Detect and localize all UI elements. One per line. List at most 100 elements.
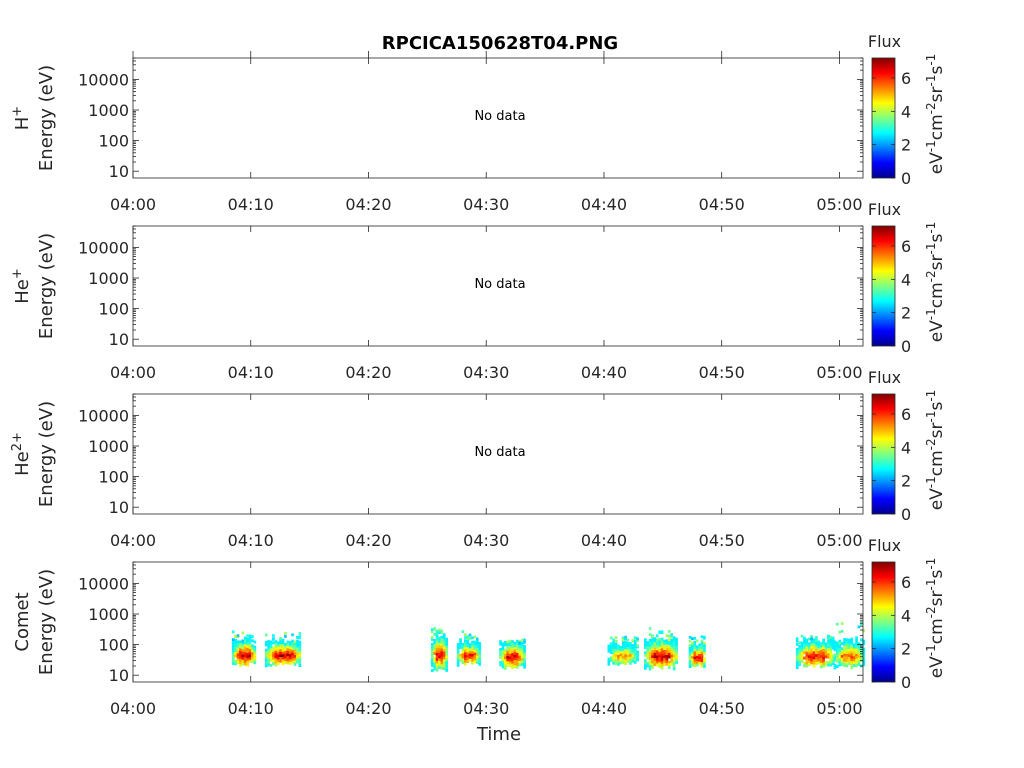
heatmap-cell xyxy=(246,653,249,656)
heatmap-cell xyxy=(279,646,282,650)
heatmap-cell xyxy=(279,654,282,658)
heatmap-cell xyxy=(612,638,615,642)
heatmap-cell xyxy=(231,649,235,652)
heatmap-cell xyxy=(293,649,297,653)
heatmap-cell xyxy=(508,651,512,655)
heatmap-cell xyxy=(633,645,637,649)
heatmap-cell xyxy=(698,661,701,665)
heatmap-cell xyxy=(822,643,825,647)
heatmap-cell xyxy=(511,655,514,659)
heatmap-cell xyxy=(658,641,662,645)
heatmap-cell xyxy=(798,660,801,664)
heatmap-cell xyxy=(617,649,620,653)
heatmap-cell xyxy=(703,657,706,661)
heatmap-cell xyxy=(660,661,664,665)
heatmap-cell xyxy=(243,662,247,666)
heatmap-cell xyxy=(440,666,444,670)
heatmap-cell xyxy=(478,657,482,661)
heatmap-cell xyxy=(456,656,460,659)
heatmap-cell xyxy=(253,648,257,652)
heatmap-cell xyxy=(513,649,517,653)
heatmap-cell xyxy=(812,651,816,655)
heatmap-cell xyxy=(438,658,441,662)
colorbar-tick-label: 4 xyxy=(901,606,911,625)
heatmap-cell xyxy=(651,647,654,651)
heatmap-cell xyxy=(836,657,839,661)
x-tick-label: 04:40 xyxy=(581,363,627,382)
heatmap-cell xyxy=(272,634,275,637)
heatmap-cell xyxy=(800,641,804,645)
heatmap-cell xyxy=(445,645,448,649)
heatmap-cell xyxy=(810,653,813,657)
heatmap-cell xyxy=(241,641,245,645)
heatmap-cell xyxy=(520,660,524,664)
heatmap-cell xyxy=(658,665,662,668)
heatmap-cell xyxy=(648,641,652,645)
heatmap-cell xyxy=(660,651,664,654)
heatmap-cell xyxy=(855,636,858,639)
heatmap-cell xyxy=(855,653,858,657)
heatmap-cell xyxy=(843,643,846,647)
heatmap-cell xyxy=(831,662,835,666)
heatmap-cell xyxy=(518,663,522,667)
heatmap-cell xyxy=(819,662,823,666)
heatmap-cell xyxy=(464,633,467,637)
heatmap-cell xyxy=(478,655,482,658)
heatmap-cell xyxy=(658,659,662,663)
heatmap-cell xyxy=(433,667,436,671)
heatmap-cell xyxy=(843,638,846,641)
heatmap-cell xyxy=(843,653,846,657)
heatmap-cell xyxy=(626,644,630,648)
x-tick-label: 04:20 xyxy=(345,699,391,718)
heatmap-cell xyxy=(433,652,436,655)
heatmap-cell xyxy=(631,639,635,643)
heatmap-cell xyxy=(668,663,671,667)
colorbar-unit-label: eV-1cm-2sr-1s-1 xyxy=(924,558,947,679)
heatmap-cell xyxy=(438,648,441,651)
heatmap-cell xyxy=(824,650,828,654)
colorbar-tick-label: 4 xyxy=(901,438,911,457)
heatmap-cell xyxy=(435,645,439,649)
heatmap-cell xyxy=(473,647,477,651)
heatmap-cell xyxy=(621,653,625,657)
heatmap-cell xyxy=(648,627,652,630)
heatmap-cell xyxy=(466,637,469,640)
heatmap-cell xyxy=(523,663,526,667)
heatmap-cell xyxy=(812,643,816,647)
heatmap-cell xyxy=(442,654,446,657)
heatmap-cell xyxy=(633,658,637,662)
x-tick-label: 04:00 xyxy=(110,699,156,718)
heatmap-cell xyxy=(668,647,671,651)
heatmap-cell xyxy=(807,637,811,641)
heatmap-cell xyxy=(248,657,252,660)
heatmap-cell xyxy=(631,659,635,663)
heatmap-cell xyxy=(281,638,285,642)
heatmap-cell xyxy=(499,663,502,667)
heatmap-cell xyxy=(438,642,441,646)
y-axis-label: Energy (eV) xyxy=(36,569,57,675)
heatmap-cell xyxy=(688,652,692,655)
heatmap-cell xyxy=(241,631,245,635)
heatmap-cell xyxy=(629,651,632,655)
heatmap-cell xyxy=(241,646,245,650)
heatmap-cell xyxy=(663,647,666,651)
heatmap-cell xyxy=(829,653,833,657)
heatmap-cell xyxy=(815,639,818,643)
heatmap-cell xyxy=(253,645,257,649)
heatmap-cell xyxy=(269,650,273,654)
heatmap-cell xyxy=(473,660,477,664)
heatmap-cell xyxy=(693,651,697,655)
heatmap-cell xyxy=(665,649,669,653)
heatmap-cell xyxy=(695,655,699,659)
heatmap-cell xyxy=(440,659,444,662)
x-tick-label: 04:50 xyxy=(699,195,745,214)
heatmap-cell xyxy=(862,639,866,643)
heatmap-cell xyxy=(817,661,821,665)
heatmap-cell xyxy=(626,660,630,663)
colorbar-tick-label: 6 xyxy=(901,69,911,88)
heatmap-cell xyxy=(296,652,299,656)
heatmap-cell xyxy=(281,654,285,658)
heatmap-cell xyxy=(852,643,856,647)
colorbar-gradient xyxy=(871,393,896,515)
heatmap-cell xyxy=(253,661,257,665)
